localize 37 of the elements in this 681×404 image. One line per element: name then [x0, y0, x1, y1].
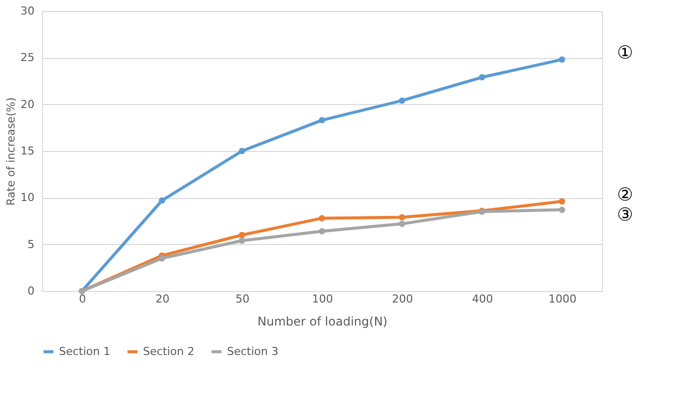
point: [238, 232, 246, 238]
point: [558, 206, 566, 213]
x-tick-label: 0: [79, 292, 86, 306]
x-tick-label: 20: [156, 292, 170, 306]
point: [478, 74, 486, 80]
y-tick-label: 5: [28, 238, 34, 251]
y-tick-label: 25: [20, 51, 34, 64]
point: [158, 197, 166, 204]
point: [558, 198, 566, 205]
text: ①: [617, 42, 633, 64]
text: ③: [617, 204, 633, 226]
point: [398, 214, 406, 220]
x-axis-title: Number of loading(N): [258, 314, 388, 328]
point: [398, 220, 406, 227]
y-tick-label: 20: [20, 98, 34, 111]
x-tick-label: 400: [472, 292, 493, 306]
y-tick-label: 10: [20, 191, 34, 204]
x-tick-label: 200: [392, 292, 413, 306]
text: ②: [617, 184, 633, 206]
y-tick-label: 0: [28, 284, 34, 298]
legend-label: Section 2: [143, 344, 194, 358]
x-tick-label: 50: [236, 292, 250, 306]
point: [238, 148, 246, 154]
point: [238, 237, 246, 244]
x-tick-label: 100: [312, 292, 333, 306]
point: [558, 56, 566, 63]
point: [318, 117, 326, 124]
point: [158, 255, 166, 262]
legend-label: Section 3: [227, 344, 278, 358]
point: [398, 97, 406, 104]
point: [318, 228, 326, 234]
x-tick-label: 1000: [548, 292, 576, 306]
y-tick-label: 30: [20, 4, 34, 18]
y-axis-title: Rate of increase(%): [4, 97, 18, 206]
y-tick-label: 15: [20, 144, 34, 158]
point: [318, 215, 326, 222]
legend-label: Section 1: [59, 344, 110, 358]
